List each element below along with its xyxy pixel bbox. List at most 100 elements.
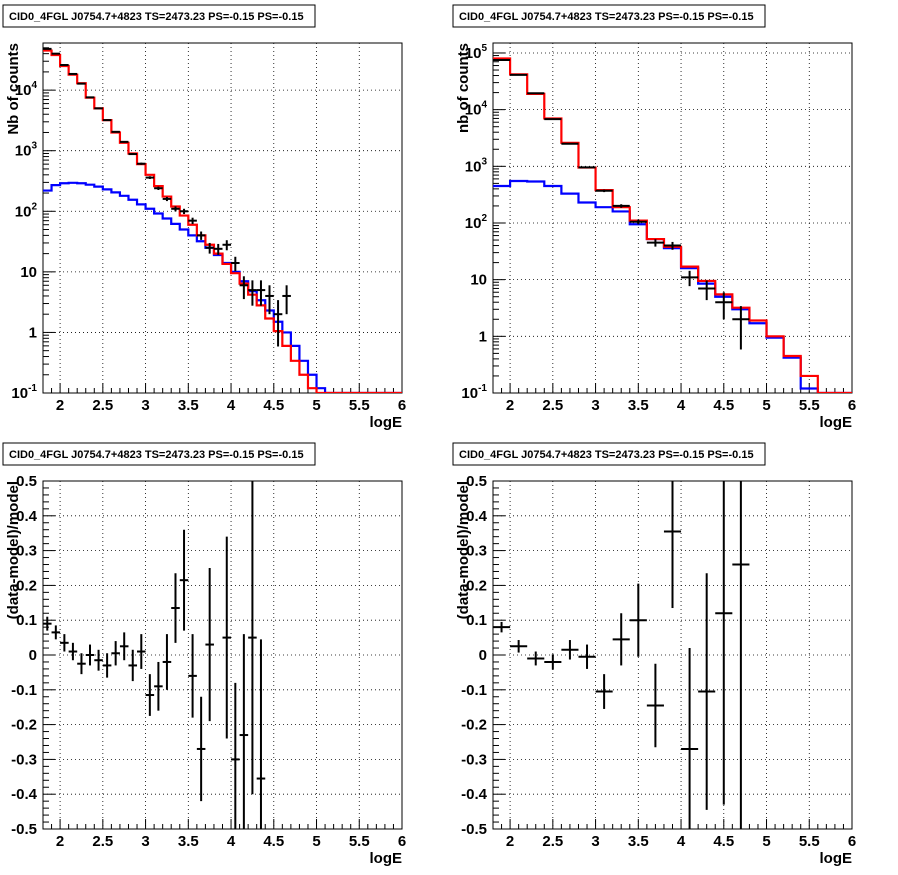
data-point [111,130,120,133]
data-point [171,573,180,643]
y-tick-label: 10 [20,264,37,281]
x-tick-label: 3 [141,833,149,850]
data-point [196,696,206,802]
y-tick-label: -0.5 [461,821,487,838]
data-point [128,649,138,682]
x-tick-label: 2 [506,397,514,414]
data-point [629,219,647,225]
data-point [43,616,52,631]
data-point [612,613,630,666]
x-axis-title: logE [370,850,403,867]
x-tick-label: 4.5 [713,833,734,850]
data-point [119,632,129,661]
data-point [179,529,189,631]
x-tick-label: 4.5 [263,833,284,850]
plot-area [493,57,852,393]
plot-frame [42,42,403,394]
y-tick-label: 0.2 [466,577,487,594]
y-tick-label: 0 [29,647,37,664]
data-point [732,481,750,829]
chart-panel-4: CID0_4FGL J0754.7+4823 TS=2473.23 PS=-0.… [452,442,856,867]
y-tick-label: 0.4 [466,508,488,525]
data-point [595,674,613,709]
x-tick-label: 3.5 [628,833,649,850]
chart-title: CID0_4FGL J0754.7+4823 TS=2473.23 PS=-0.… [459,449,754,461]
x-tick-label: 4 [227,397,236,414]
y-tick-label: 102 [15,201,38,220]
y-tick-label: 10-1 [461,383,487,402]
data-point [94,107,103,110]
y-axis-title: (data-model)/model [455,481,472,619]
data-point [154,186,163,191]
x-axis-title: logE [370,414,403,431]
data-point [162,634,172,690]
x-tick-label: 5.5 [349,397,370,414]
y-tick-label: 105 [465,43,488,62]
data-point [544,118,562,121]
chart-title: CID0_4FGL J0754.7+4823 TS=2473.23 PS=-0.… [459,11,754,23]
data-point [196,231,206,240]
y-axis-title: nb of counts [455,43,472,133]
data-point [111,641,120,666]
x-tick-label: 2 [56,397,64,414]
plot-frame [42,480,403,830]
y-tick-label: 0.1 [466,612,487,629]
data-point [698,280,716,301]
x-tick-label: 3 [141,397,149,414]
y-tick-label: -0.1 [11,682,37,699]
data-point [248,280,257,306]
grid [43,43,403,394]
title-box [452,4,766,28]
total-model-histogram [493,57,852,393]
data-point [154,661,163,711]
x-tick-label: 5.5 [799,833,820,850]
data-point [162,196,172,202]
data-point [663,241,682,250]
x-axis-title: logE [820,850,853,867]
y-tick-label: -0.3 [461,751,487,768]
data-point [561,142,579,145]
y-tick-label: 102 [465,213,488,232]
plot-area [493,481,750,829]
x-tick-label: 3.5 [178,833,199,850]
x-tick-label: 5 [312,833,320,850]
y-tick-label: 0.3 [466,543,487,560]
data-point [205,568,214,722]
y-tick-label: 103 [15,141,38,160]
data-point [77,653,86,675]
data-point [119,140,129,143]
background-model-histogram [43,181,402,393]
x-tick-label: 5 [312,397,320,414]
data-point [493,621,511,633]
y-tick-label: -0.1 [461,682,487,699]
data-point [578,644,596,669]
grid [493,43,853,394]
x-tick-label: 5.5 [799,397,820,414]
data-point [578,166,596,169]
data-point [629,583,647,657]
y-tick-label: 10 [470,272,487,289]
data-point [265,285,274,315]
data-point [137,634,146,669]
chart-title: CID0_4FGL J0754.7+4823 TS=2473.23 PS=-0.… [9,11,304,23]
total-model-histogram [43,49,402,393]
chart-panel-3: CID0_4FGL J0754.7+4823 TS=2473.23 PS=-0.… [2,442,406,867]
data-point [282,285,291,315]
y-tick-label: 0.5 [16,473,37,490]
data-point [646,663,664,748]
data-point [102,653,112,678]
x-tick-label: 2.5 [542,397,563,414]
x-tick-label: 3 [591,833,599,850]
y-tick-label: 0.3 [16,543,37,560]
x-tick-label: 2.5 [92,833,113,850]
y-tick-label: 10-1 [11,383,37,402]
data-point [256,280,266,306]
data-point [222,240,232,251]
x-tick-label: 2.5 [542,833,563,850]
y-tick-label: -0.4 [461,786,488,803]
x-tick-label: 6 [398,833,406,850]
data-point [698,573,716,810]
data-point [273,300,283,347]
grid [43,480,403,830]
